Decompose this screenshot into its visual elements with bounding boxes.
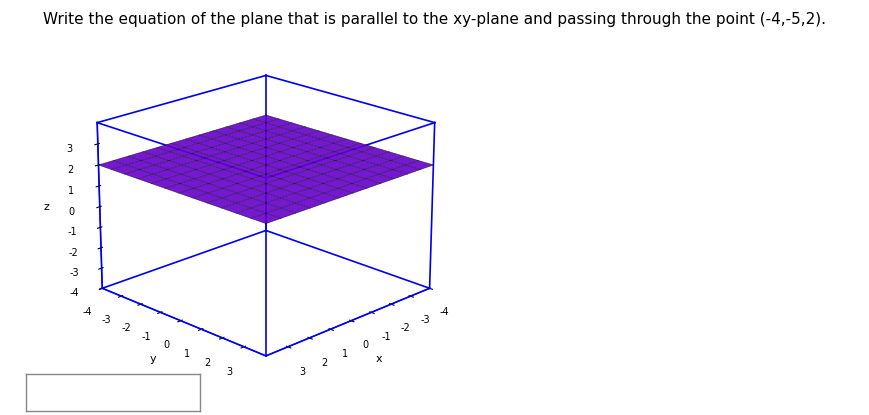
Text: Write the equation of the plane that is parallel to the xy-plane and passing thr: Write the equation of the plane that is … [43, 12, 826, 27]
Y-axis label: y: y [149, 354, 156, 364]
X-axis label: x: x [375, 354, 382, 364]
